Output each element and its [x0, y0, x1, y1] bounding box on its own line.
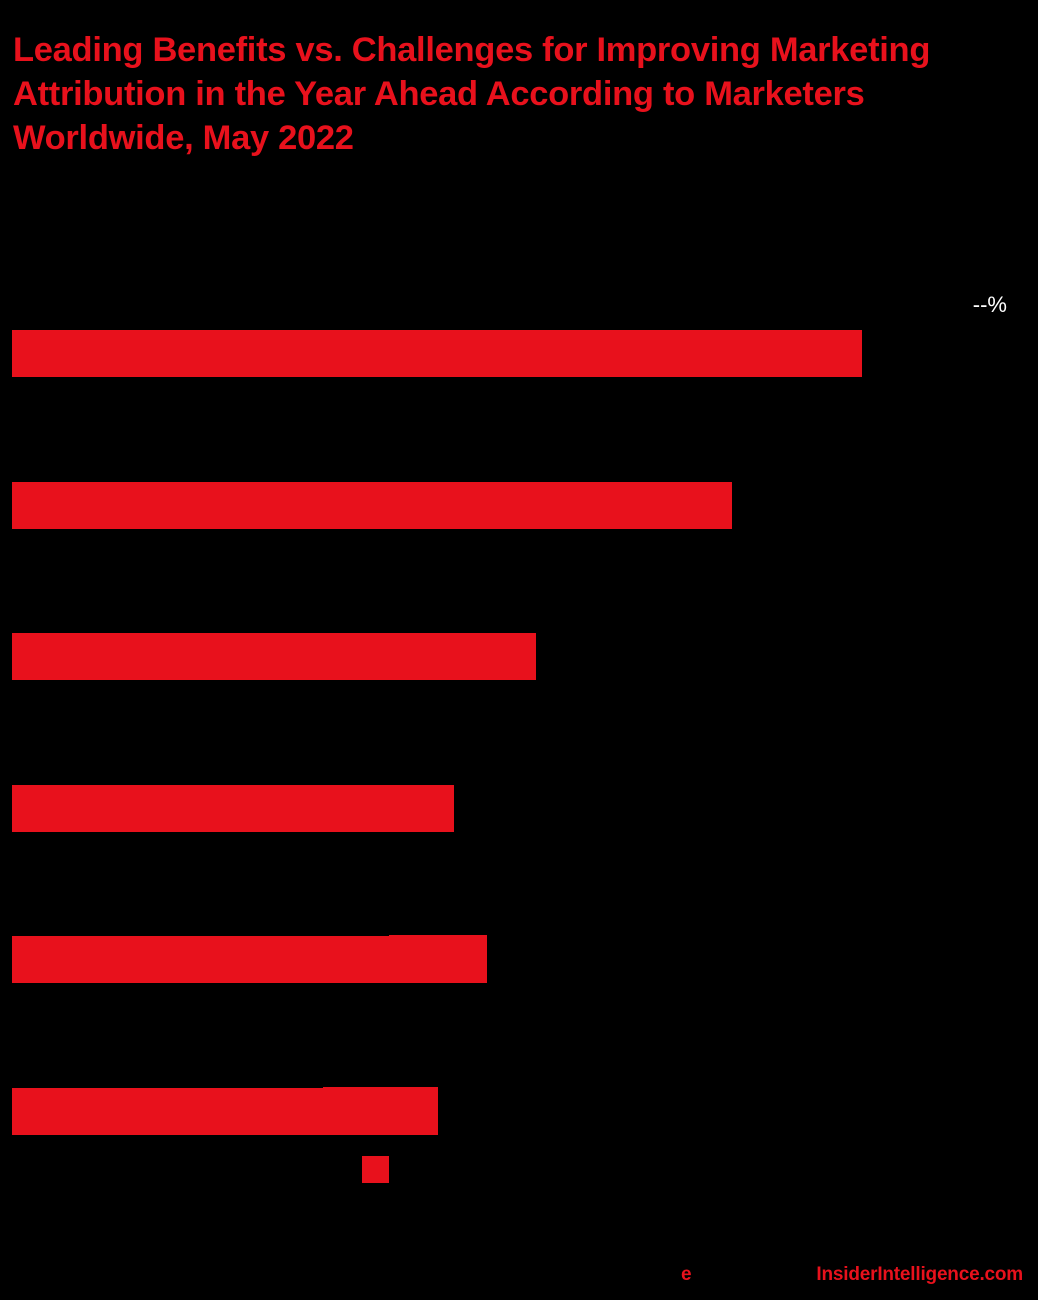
bar-segment: [323, 1086, 438, 1135]
bar-row: [12, 633, 536, 680]
bar-segment: [12, 330, 862, 377]
footer-site-link[interactable]: InsiderIntelligence.com: [816, 1264, 1023, 1285]
emarketer-logo-letter: e: [681, 1264, 692, 1285]
bar-row: [12, 482, 732, 529]
chart-title: Leading Benefits vs. Challenges for Impr…: [13, 31, 931, 157]
bar-segment: [12, 482, 732, 529]
bar-segment: [12, 936, 389, 983]
bar-segment: [12, 785, 454, 832]
bar-segment: [12, 633, 536, 680]
bar-row: [12, 785, 454, 832]
unit-label: --%: [972, 292, 1007, 317]
bar-row: [12, 1086, 438, 1135]
bar-row: [12, 330, 862, 377]
bar-segment: [389, 934, 487, 983]
bar-row: [12, 934, 487, 983]
legend-swatch: [362, 1156, 389, 1183]
bar-segment: [12, 1088, 323, 1135]
